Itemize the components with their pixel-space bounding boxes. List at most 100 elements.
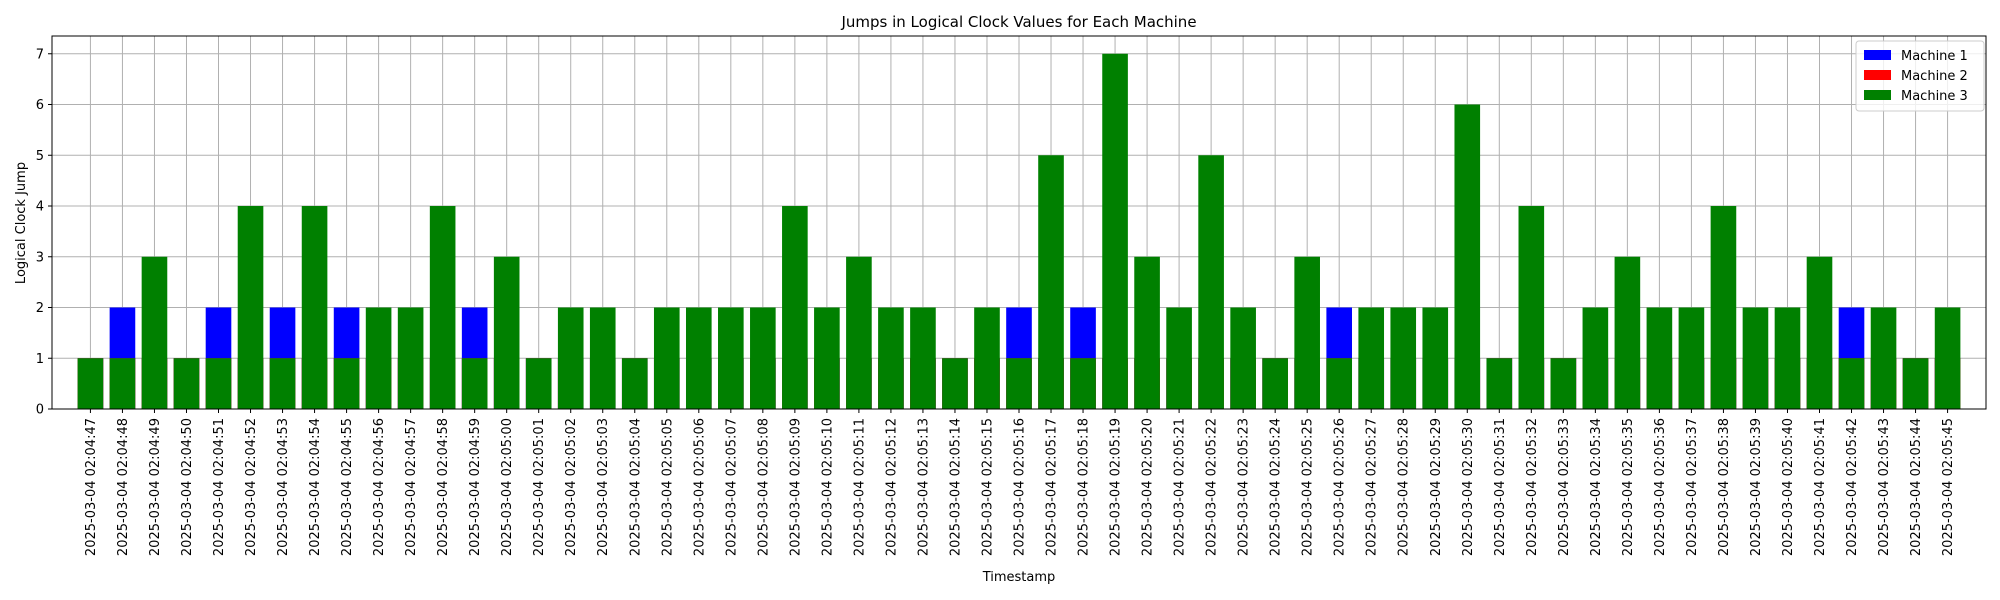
- legend-label: Machine 2: [1901, 69, 1968, 84]
- bar-machine-3: [365, 307, 392, 409]
- legend-swatch: [1864, 50, 1891, 60]
- bars-layer: [77, 53, 1961, 410]
- x-tick-label: 2025-03-04 02:05:01: [532, 418, 547, 556]
- bar-machine-3: [1870, 307, 1897, 409]
- x-tick-label: 2025-03-04 02:05:22: [1205, 418, 1220, 556]
- x-tick-label: 2025-03-04 02:05:18: [1077, 418, 1092, 556]
- bar-machine-3: [1518, 206, 1545, 409]
- x-tick-label: 2025-03-04 02:05:09: [788, 418, 803, 556]
- legend-label: Machine 3: [1901, 89, 1968, 104]
- x-tick-label: 2025-03-04 02:05:28: [1397, 418, 1412, 556]
- x-tick-label: 2025-03-04 02:04:50: [180, 418, 195, 556]
- x-tick-label: 2025-03-04 02:05:19: [1109, 418, 1124, 556]
- bar-machine-3: [141, 256, 168, 409]
- x-tick-label: 2025-03-04 02:05:06: [692, 418, 707, 556]
- x-axis: 2025-03-04 02:04:47 2025-03-04 02:04:48 20…: [84, 409, 1956, 556]
- bar-machine-3: [301, 206, 328, 409]
- bar-machine-3: [589, 307, 616, 409]
- bar-machine-3: [942, 358, 968, 409]
- x-tick-label: 2025-03-04 02:04:51: [212, 418, 227, 556]
- bar-machine-3: [1742, 307, 1769, 409]
- x-tick-label: 2025-03-04 02:05:37: [1685, 418, 1700, 556]
- x-tick-label: 2025-03-04 02:05:32: [1525, 418, 1540, 556]
- x-tick-label: 2025-03-04 02:04:52: [244, 418, 259, 556]
- bar-machine-3: [718, 307, 744, 409]
- legend-label: Machine 1: [1901, 49, 1968, 64]
- bar-machine-3: [653, 307, 680, 409]
- bar-machine-3: [814, 307, 840, 409]
- x-axis-label: Timestamp: [982, 570, 1056, 585]
- y-axis: 0 1 2 3 4 5 6 7: [36, 47, 52, 418]
- bar-machine-3: [269, 358, 296, 409]
- bar-machine-3: [1198, 155, 1224, 409]
- x-tick-label: 2025-03-04 02:05:33: [1557, 418, 1572, 556]
- x-tick-label: 2025-03-04 02:05:14: [948, 418, 963, 556]
- x-tick-label: 2025-03-04 02:05:12: [884, 418, 899, 556]
- x-tick-label: 2025-03-04 02:05:08: [756, 418, 771, 556]
- x-tick-label: 2025-03-04 02:05:13: [916, 418, 931, 556]
- x-tick-label: 2025-03-04 02:05:15: [980, 418, 995, 556]
- y-tick-label: 1: [36, 352, 44, 367]
- x-tick-label: 2025-03-04 02:05:43: [1877, 418, 1892, 556]
- bar-machine-3: [878, 307, 904, 409]
- x-tick-label: 2025-03-04 02:04:49: [148, 418, 163, 556]
- x-tick-label: 2025-03-04 02:04:53: [276, 418, 291, 556]
- y-tick-label: 7: [36, 47, 44, 62]
- x-tick-label: 2025-03-04 02:05:44: [1909, 418, 1924, 556]
- bar-machine-3: [1838, 358, 1865, 409]
- x-tick-label: 2025-03-04 02:05:02: [564, 418, 579, 556]
- bar-machine-3: [1006, 358, 1032, 409]
- bar-machine-3: [621, 358, 648, 409]
- bar-machine-3: [429, 206, 456, 409]
- x-tick-label: 2025-03-04 02:05:38: [1717, 418, 1732, 556]
- bar-machine-3: [1358, 307, 1385, 409]
- bar-machine-3: [1038, 155, 1064, 409]
- y-tick-label: 3: [36, 250, 44, 265]
- bar-machine-3: [525, 358, 552, 409]
- bar-machine-3: [1678, 307, 1705, 409]
- x-tick-label: 2025-03-04 02:05:21: [1173, 418, 1188, 556]
- bar-machine-3: [1486, 358, 1513, 409]
- x-tick-label: 2025-03-04 02:05:34: [1589, 418, 1604, 556]
- x-tick-label: 2025-03-04 02:05:20: [1141, 418, 1156, 556]
- bar-machine-3: [1422, 307, 1449, 409]
- bar-machine-3: [1902, 358, 1929, 409]
- chart-title: Jumps in Logical Clock Values for Each M…: [840, 13, 1196, 31]
- bar-machine-3: [1710, 206, 1737, 409]
- bar-machine-3: [1550, 358, 1577, 409]
- bar-machine-3: [910, 307, 936, 409]
- bar-machine-3: [557, 307, 584, 409]
- bar-machine-3: [1166, 307, 1192, 409]
- x-tick-label: 2025-03-04 02:05:42: [1845, 418, 1860, 556]
- y-axis-label: Logical Clock Jump: [14, 162, 29, 284]
- x-tick-label: 2025-03-04 02:04:48: [116, 418, 131, 556]
- x-tick-label: 2025-03-04 02:04:59: [468, 418, 483, 556]
- x-tick-label: 2025-03-04 02:05:26: [1333, 418, 1348, 556]
- bar-machine-3: [461, 358, 488, 409]
- y-tick-label: 0: [36, 403, 44, 418]
- x-tick-label: 2025-03-04 02:04:55: [340, 418, 355, 556]
- bar-machine-3: [237, 206, 264, 409]
- x-tick-label: 2025-03-04 02:05:40: [1781, 418, 1796, 556]
- x-tick-label: 2025-03-04 02:05:04: [628, 418, 643, 556]
- bar-machine-3: [782, 206, 808, 409]
- bar-machine-3: [1102, 53, 1128, 410]
- x-tick-label: 2025-03-04 02:05:39: [1749, 418, 1764, 556]
- bar-machine-3: [1294, 256, 1320, 409]
- x-tick-label: 2025-03-04 02:04:54: [308, 418, 323, 556]
- x-tick-label: 2025-03-04 02:05:35: [1621, 418, 1636, 556]
- x-tick-label: 2025-03-04 02:05:10: [820, 418, 835, 556]
- x-tick-label: 2025-03-04 02:05:00: [500, 418, 515, 556]
- x-tick-label: 2025-03-04 02:04:57: [404, 418, 419, 556]
- x-tick-label: 2025-03-04 02:05:11: [852, 418, 867, 556]
- bar-machine-3: [1582, 307, 1609, 409]
- bar-machine-3: [1806, 256, 1833, 409]
- x-tick-label: 2025-03-04 02:05:05: [660, 418, 675, 556]
- x-tick-label: 2025-03-04 02:05:17: [1045, 418, 1060, 556]
- x-tick-label: 2025-03-04 02:05:03: [596, 418, 611, 556]
- x-tick-label: 2025-03-04 02:05:31: [1493, 418, 1508, 556]
- legend-swatch: [1864, 90, 1891, 100]
- x-tick-label: 2025-03-04 02:04:56: [372, 418, 387, 556]
- x-tick-label: 2025-03-04 02:05:07: [724, 418, 739, 556]
